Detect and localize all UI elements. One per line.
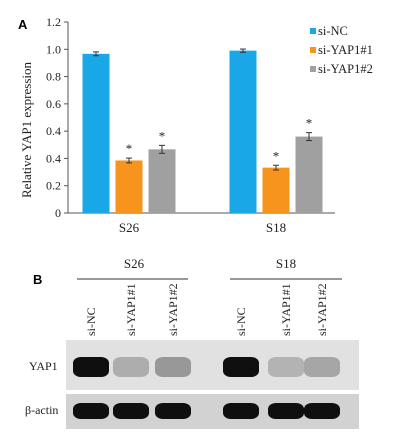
bar	[115, 160, 143, 213]
y-tick-label: 1.0	[46, 42, 61, 56]
y-tick-label: 0	[55, 206, 61, 220]
panel-b-label: B	[33, 272, 42, 287]
legend: si-NC si-YAP1#1 si-YAP1#2	[310, 24, 373, 76]
bar	[148, 149, 176, 213]
significance-marker: *	[273, 148, 280, 163]
blot-band	[268, 403, 304, 419]
bands	[73, 357, 340, 419]
western-blot: S26 S18 si-NC si-YAP1#1 si-YAP1#2 si-NC si-Y…	[25, 256, 359, 429]
y-tick-label: 1.2	[46, 15, 61, 29]
y-tick-label: 0.2	[46, 179, 61, 193]
blot-band	[223, 403, 259, 419]
blot-band	[304, 403, 340, 419]
significance-marker: *	[126, 141, 133, 156]
lane-label: si-YAP1#2	[166, 283, 180, 336]
y-axis: 0 0.2 0.4 0.4 0.6 0.8 1.0 1.2	[46, 15, 68, 220]
legend-label: si-YAP1#2	[318, 62, 373, 76]
significance-marker: *	[159, 128, 166, 143]
y-tick-label: 0.4	[46, 124, 61, 138]
blot-band	[113, 357, 149, 377]
significance-marker: *	[306, 116, 313, 131]
chart-area: Relative YAP1 expression 0 0.2 0.4 0.4 0.6 0.…	[19, 15, 373, 235]
category-label: S26	[119, 220, 140, 235]
lane-label: si-YAP1#1	[279, 283, 293, 336]
y-tick-label: 0.4	[46, 151, 61, 165]
legend-swatch	[310, 47, 316, 53]
y-tick-label: 0.8	[46, 70, 61, 84]
blot-band	[223, 357, 259, 377]
legend-swatch	[310, 28, 316, 34]
y-axis-title: Relative YAP1 expression	[19, 62, 34, 198]
blot-band	[73, 357, 109, 377]
legend-label: si-NC	[318, 24, 348, 38]
x-axis: S26 S18	[119, 220, 286, 235]
category-label: S18	[266, 220, 286, 235]
axes	[67, 22, 335, 214]
y-tick-label: 0.6	[46, 97, 61, 111]
lane-label: si-NC	[234, 307, 248, 336]
blot-band	[113, 403, 149, 419]
lane-label: si-YAP1#2	[315, 283, 329, 336]
bar	[82, 53, 110, 214]
bars: * * * *	[82, 48, 323, 214]
blot-band	[155, 403, 191, 419]
lane-label: si-YAP1#1	[124, 283, 138, 336]
blot-band	[304, 357, 340, 377]
blot-group-label: S26	[124, 256, 145, 271]
legend-swatch	[310, 66, 316, 72]
row-label-yap1: YAP1	[29, 359, 58, 373]
blot-band	[73, 403, 109, 419]
bar	[295, 136, 323, 213]
row-label-actin: β-actin	[25, 403, 58, 417]
panel-a-label: A	[18, 17, 28, 32]
blot-band	[268, 357, 304, 377]
legend-label: si-YAP1#1	[318, 43, 373, 57]
bar	[262, 167, 290, 213]
blot-band	[155, 357, 191, 377]
lane-labels: si-NC si-YAP1#1 si-YAP1#2 si-NC si-YAP1#1 si-…	[84, 283, 329, 336]
lane-label: si-NC	[84, 307, 98, 336]
blot-group-label: S18	[276, 256, 296, 271]
bar	[229, 50, 257, 214]
